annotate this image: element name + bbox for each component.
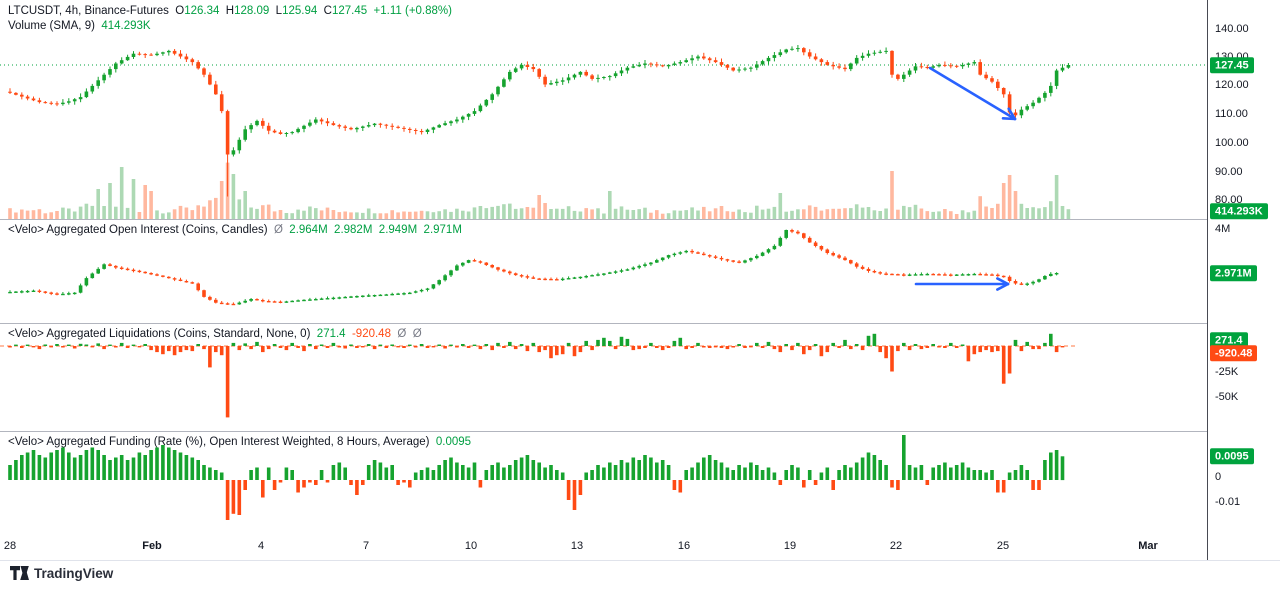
funding-indicator-name: <Velo> Aggregated Funding (Rate (%), Ope… [8,436,430,448]
liquidations-legend: <Velo> Aggregated Liquidations (Coins, S… [8,328,422,340]
liq-down-value: -920.48 [351,328,391,340]
ohlc-change-value: +1.11 (+0.88%) [373,5,452,17]
funding-legend: <Velo> Aggregated Funding (Rate (%), Ope… [8,436,471,448]
axis-tick-label: -25K [1215,366,1239,378]
time-axis-label: 25 [996,540,1010,552]
footer: TradingView [0,560,1280,590]
liq-zero1: Ø [397,328,407,340]
oi-high-value: 2.982M [334,224,373,236]
open-interest-badge: 2.971M [1210,265,1257,281]
open-interest-legend: <Velo> Aggregated Open Interest (Coins, … [8,224,462,236]
tradingview-logo[interactable]: TradingView [10,566,113,581]
axis-tick-label: 0 [1215,471,1222,483]
time-axis-label: 19 [783,540,797,552]
last-price-badge: 127.45 [1210,57,1254,73]
open-interest-plot[interactable] [0,219,1207,323]
ohlc-close-value: 127.45 [331,5,368,17]
axis-tick-label: 90.00 [1215,166,1243,178]
oi-indicator-name: <Velo> Aggregated Open Interest (Coins, … [8,224,268,236]
price-pane-plot[interactable] [0,0,1207,219]
axis-tick-label: 110.00 [1215,108,1248,120]
time-axis-label: 7 [362,540,370,552]
volume-indicator-value: 414.293K [101,20,151,32]
oi-open-value: 2.964M [289,224,328,236]
time-axis-label: 4 [257,540,265,552]
volume-badge: 414.293K [1210,203,1268,219]
tradingview-logo-icon [10,566,29,580]
ohlc-low-value: 125.94 [282,5,318,17]
liq-zero2: Ø [412,328,422,340]
time-axis-label: 16 [677,540,691,552]
funding-badge: 0.0095 [1210,448,1254,464]
price-axis[interactable]: 140.00130.00120.00110.00100.0090.0080.00… [1208,0,1280,560]
price-pane-legend: LTCUSDT, 4h, Binance-Futures O126.34 H12… [8,5,452,35]
liq-up-value: 271.4 [316,328,346,340]
ohlc-high-value: 128.09 [234,5,270,17]
blue-arrow-annotation[interactable] [928,66,1017,121]
time-axis-label: Feb [142,540,162,552]
axis-tick-label: 120.00 [1215,79,1249,91]
funding-indicator-value: 0.0095 [435,436,472,448]
axis-tick-label: -50K [1215,391,1239,403]
volume-legend-row: Volume (SMA, 9) 414.293K [8,20,452,32]
price-pane[interactable]: LTCUSDT, 4h, Binance-Futures O126.34 H12… [0,0,1207,219]
time-axis[interactable]: 28 Feb 4 7 10 13 16 19 22 25 Mar [0,533,1207,560]
axis-tick-label: 100.00 [1215,137,1249,149]
liq-down-badge: -920.48 [1210,345,1258,361]
tradingview-logo-text: TradingView [34,566,114,581]
oi-close-value: 2.971M [423,224,462,236]
time-axis-label: Mar [1138,540,1158,552]
axis-tick-label: 80.00 [1215,194,1243,206]
liquidations-pane[interactable]: <Velo> Aggregated Liquidations (Coins, S… [0,323,1207,431]
ohlc-open-value: 126.34 [184,5,220,17]
time-axis-label: 13 [570,540,584,552]
funding-pane[interactable]: <Velo> Aggregated Funding (Rate (%), Ope… [0,431,1207,533]
liq-up-badge: 271.4 [1210,332,1248,348]
time-axis-label: 10 [464,540,478,552]
footer-separator [0,560,1280,561]
symbol-legend-row: LTCUSDT, 4h, Binance-Futures O126.34 H12… [8,5,452,17]
axis-tick-label: 4M [1215,223,1231,235]
axis-tick-label: 140.00 [1215,23,1249,35]
ohlc-close-label: C [323,5,332,17]
pane-separator-2[interactable] [0,323,1207,324]
time-axis-label: 22 [889,540,903,552]
pane-separator-3[interactable] [0,431,1207,432]
liquidations-plot[interactable] [0,323,1207,431]
price-axis-border [1207,0,1208,560]
time-axis-label: 28 [3,540,17,552]
volume-indicator-name: Volume (SMA, 9) [8,20,95,32]
funding-plot[interactable] [0,431,1207,533]
oi-low-value: 2.949M [378,224,418,236]
ohlc-high-label: H [225,5,235,17]
ohlc-open-label: O [175,5,185,17]
symbol-title: LTCUSDT, 4h, Binance-Futures [8,5,169,17]
blue-arrow-annotation[interactable] [914,277,1010,291]
pane-separator-1[interactable] [0,219,1207,220]
ohlc-low-label: L [275,5,283,17]
axis-tick-label: -0.01 [1215,496,1241,508]
oi-avg-symbol: Ø [273,224,283,236]
liq-indicator-name: <Velo> Aggregated Liquidations (Coins, S… [8,328,311,340]
open-interest-pane[interactable]: <Velo> Aggregated Open Interest (Coins, … [0,219,1207,323]
